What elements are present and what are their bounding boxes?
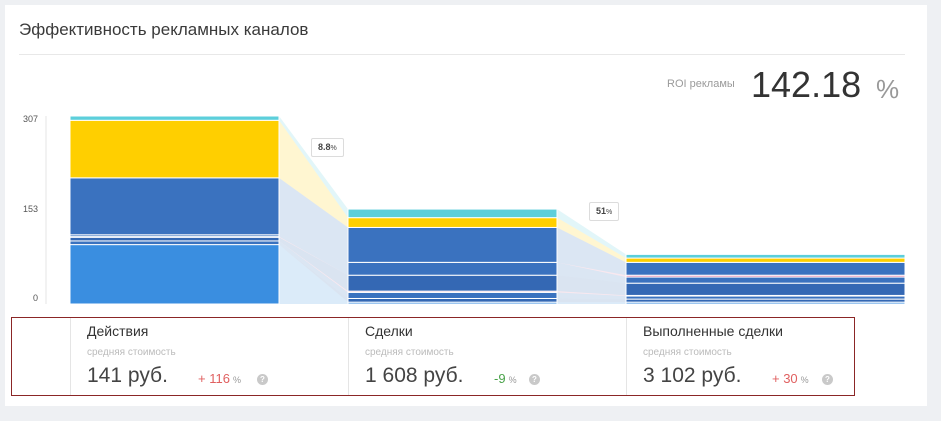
y-tick-label: 153	[22, 204, 38, 214]
stage-separator	[626, 317, 627, 396]
roi-label: ROI рекламы	[667, 78, 735, 90]
stages-highlight-frame	[11, 317, 855, 396]
funnel-connector	[279, 177, 348, 263]
funnel-connector	[279, 237, 348, 292]
bar-segment	[625, 276, 906, 284]
stage-name: Выполненные сделки	[643, 323, 783, 339]
conversion-badge: 8.8%	[311, 138, 344, 157]
bar-segment	[625, 282, 906, 296]
bar-segment	[347, 217, 558, 228]
stage-name: Действия	[87, 323, 149, 339]
title-divider	[19, 54, 905, 55]
help-icon[interactable]: ?	[529, 374, 540, 385]
funnel-connector	[279, 244, 348, 303]
stage-change: + 30%	[772, 371, 809, 386]
bar-segment	[625, 257, 906, 263]
funnel-connector	[279, 240, 348, 293]
funnel-connector	[279, 244, 348, 304]
funnel-connector	[557, 291, 626, 297]
stage-separator	[348, 317, 349, 396]
help-icon[interactable]: ?	[822, 374, 833, 385]
stage-actions: Действия средняя стоимость 141 руб. + 11…	[70, 317, 330, 396]
roi-value: 142.18	[751, 64, 862, 105]
stage-completed-deals: Выполненные сделки средняя стоимость 3 1…	[626, 317, 886, 396]
bar-segment	[347, 297, 558, 303]
bar-segment	[347, 291, 558, 299]
funnel-connector	[557, 292, 626, 300]
bar-segment	[69, 115, 280, 121]
funnel-connector	[557, 217, 626, 263]
bar-segment	[69, 236, 280, 242]
funnel-connector	[557, 275, 626, 296]
bar-segment	[69, 177, 280, 236]
funnel-connector	[279, 234, 348, 276]
funnel-connector	[279, 240, 348, 299]
funnel-connector	[279, 236, 348, 276]
funnel-connector	[557, 209, 626, 259]
funnel-connector	[557, 302, 626, 304]
stage-name: Сделки	[365, 323, 413, 339]
widget-title: Эффективность рекламных каналов	[19, 20, 309, 39]
bar-segment	[69, 119, 280, 179]
stage-sub-label: средняя стоимость	[87, 347, 176, 358]
funnel-connector	[557, 262, 626, 278]
roi-unit: %	[876, 74, 900, 104]
stage-deals: Сделки средняя стоимость 1 608 руб. -9% …	[348, 317, 608, 396]
stage-cost: 1 608 руб.	[365, 364, 464, 387]
bar-segment	[347, 261, 558, 276]
conversion-badge: 51%	[589, 202, 620, 221]
bar-segment	[347, 274, 558, 292]
stage-change: + 116%	[198, 371, 241, 386]
stage-sub-label: средняя стоимость	[365, 347, 454, 358]
funnel-connector	[557, 262, 626, 284]
funnel-connector	[557, 298, 626, 303]
y-tick-label: 307	[22, 114, 38, 124]
bar-segment	[347, 226, 558, 263]
y-tick-label: 0	[32, 293, 38, 303]
stage-cost: 141 руб.	[87, 364, 168, 387]
stage-change: -9%	[494, 371, 517, 386]
stage-cost: 3 102 руб.	[643, 364, 742, 387]
stage-separator	[70, 317, 71, 396]
funnel-connector	[279, 116, 348, 218]
stage-sub-label: средняя стоимость	[643, 347, 732, 358]
bar-segment	[625, 253, 906, 259]
bar-segment	[625, 261, 906, 276]
bar-segment	[69, 240, 280, 246]
bar-segment	[347, 208, 558, 219]
help-icon[interactable]: ?	[257, 374, 268, 385]
bar-segment	[69, 244, 280, 305]
funnel-connector	[279, 120, 348, 228]
funnel-connector	[557, 227, 626, 276]
